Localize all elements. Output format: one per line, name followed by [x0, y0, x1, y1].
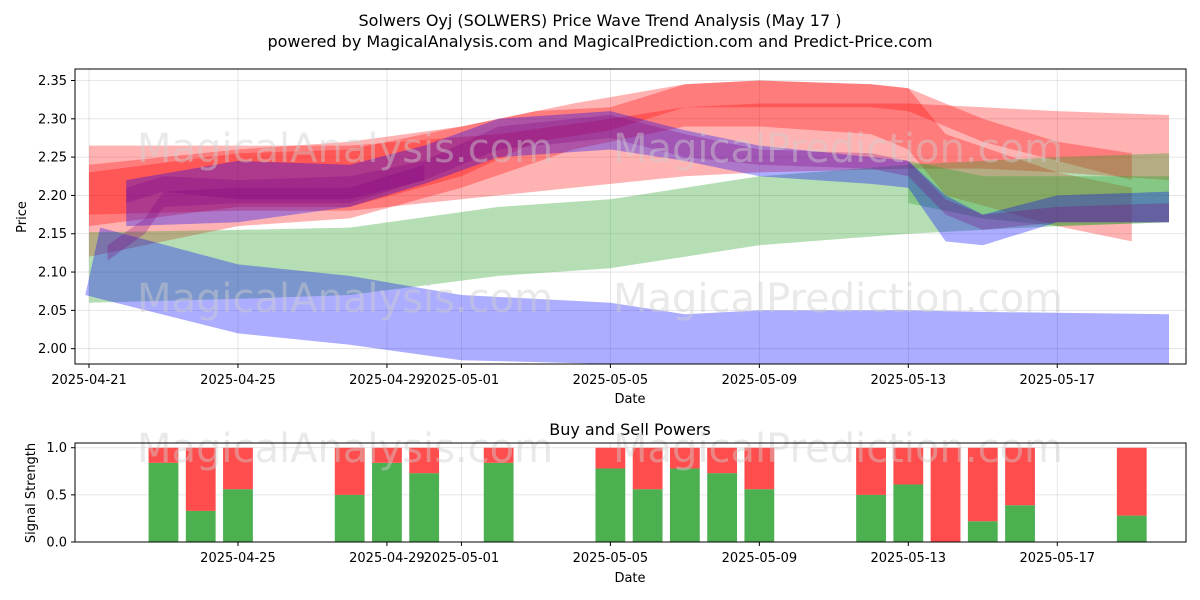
x-tick-label: 2025-05-01	[424, 551, 500, 566]
chart-title: Solwers Oyj (SOLWERS) Price Wave Trend A…	[359, 11, 842, 30]
y-tick-label: 2.15	[38, 227, 67, 242]
price-axes-ticks: 2.00 2.05 2.10 2.15 2.20 2.25 2.30 2.35 2025-04-…	[38, 74, 1095, 388]
buy-power-bar	[483, 462, 514, 542]
buy-power-bar	[707, 473, 737, 542]
y-tick-label: 2.25	[38, 151, 67, 166]
buy-power-bar	[334, 494, 365, 542]
sell-power-bar	[595, 447, 626, 469]
purple-wave-band	[107, 164, 425, 261]
x-tick-label: 2025-05-17	[1019, 373, 1095, 388]
buy-power-bar	[1116, 515, 1147, 542]
y-tick-label: 2.30	[38, 112, 67, 127]
sell-power-bar	[967, 447, 998, 522]
sell-power-bar	[707, 447, 737, 474]
x-tick-label: 2025-05-05	[573, 551, 649, 566]
y-tick-label: 1.0	[46, 441, 67, 456]
blue-wave-band	[85, 227, 1169, 364]
buy-power-bar	[595, 468, 626, 542]
buy-power-bar	[856, 494, 886, 542]
price-x-axis-label: Date	[614, 392, 645, 407]
sell-power-bar	[148, 447, 179, 463]
sell-power-bar	[372, 447, 402, 463]
sell-power-bar	[669, 447, 700, 469]
watermark-analysis: MagicalAnalysis.com	[137, 426, 553, 472]
signal-chart-title: Buy and Sell Powers	[549, 420, 711, 439]
red-wave-band	[89, 80, 1132, 227]
x-tick-label: 2025-04-21	[51, 373, 127, 388]
red-wave-band	[89, 80, 1132, 257]
signal-plot-frame	[74, 442, 1187, 543]
watermark-prediction: MagicalPrediction.com	[613, 426, 1063, 472]
green-wave-band	[908, 160, 1169, 227]
watermark-analysis: MagicalAnalysis.com	[137, 126, 553, 172]
x-tick-label: 2025-05-13	[871, 373, 947, 388]
sell-power-bar	[930, 447, 961, 542]
sell-power-bar	[1116, 447, 1147, 516]
buy-power-bar	[148, 462, 179, 542]
buy-power-bar	[893, 484, 924, 542]
sell-power-bar	[223, 447, 253, 490]
sell-power-bar	[632, 447, 663, 490]
price-watermarks: MagicalAnalysis.com MagicalPrediction.co…	[137, 126, 1063, 322]
red-wave-band	[89, 103, 1169, 215]
sell-power-bar	[483, 447, 514, 463]
buy-power-bar	[967, 521, 998, 542]
y-tick-label: 2.20	[38, 189, 67, 204]
sell-power-bar	[409, 447, 440, 474]
x-tick-label: 2025-05-13	[871, 551, 947, 566]
buy-power-bar	[223, 489, 253, 542]
watermark-analysis: MagicalAnalysis.com	[137, 276, 553, 322]
blue-wave-band	[126, 111, 1170, 246]
x-tick-label: 2025-04-29	[349, 551, 425, 566]
signal-x-axis-label: Date	[614, 571, 645, 586]
x-tick-label: 2025-04-25	[200, 551, 276, 566]
buy-power-bar	[744, 489, 775, 542]
signal-y-axis-label: Signal Strength	[24, 443, 39, 543]
x-tick-label: 2025-04-29	[349, 373, 425, 388]
y-tick-label: 0.5	[46, 488, 67, 503]
sell-power-bar	[744, 447, 775, 490]
chart-subtitle: powered by MagicalAnalysis.com and Magic…	[267, 32, 932, 51]
signal-bars	[148, 447, 1147, 542]
green-wave-band	[89, 153, 1169, 303]
sell-power-bar	[893, 447, 924, 485]
purple-wave-band	[126, 115, 1170, 230]
watermark-prediction: MagicalPrediction.com	[613, 276, 1063, 322]
buy-power-bar	[409, 473, 440, 542]
sell-power-bar	[856, 447, 886, 495]
x-tick-label: 2025-04-25	[200, 373, 276, 388]
buy-power-bar	[632, 489, 663, 542]
y-tick-label: 2.05	[38, 304, 67, 319]
buy-power-bar	[669, 468, 700, 542]
price-plot-frame	[74, 68, 1187, 365]
x-tick-label: 2025-05-09	[722, 373, 798, 388]
x-tick-label: 2025-05-09	[722, 551, 798, 566]
price-grid	[75, 69, 1186, 364]
buy-power-bar	[1005, 505, 1035, 542]
price-bands	[85, 80, 1170, 364]
buy-power-bar	[185, 510, 216, 542]
y-tick-label: 0.0	[46, 536, 67, 551]
x-tick-label: 2025-05-17	[1019, 551, 1095, 566]
y-tick-label: 2.35	[38, 74, 67, 89]
sell-power-bar	[185, 447, 216, 511]
price-y-axis-label: Price	[15, 201, 30, 233]
buy-power-bar	[372, 462, 402, 542]
sell-power-bar	[334, 447, 365, 495]
y-tick-label: 2.10	[38, 266, 67, 281]
x-tick-label: 2025-05-05	[573, 373, 649, 388]
x-tick-label: 2025-05-01	[424, 373, 500, 388]
signal-watermarks: MagicalAnalysis.com MagicalPrediction.co…	[137, 426, 1063, 472]
watermark-prediction: MagicalPrediction.com	[613, 126, 1063, 172]
sell-power-bar	[1005, 447, 1035, 506]
y-tick-label: 2.00	[38, 342, 67, 357]
